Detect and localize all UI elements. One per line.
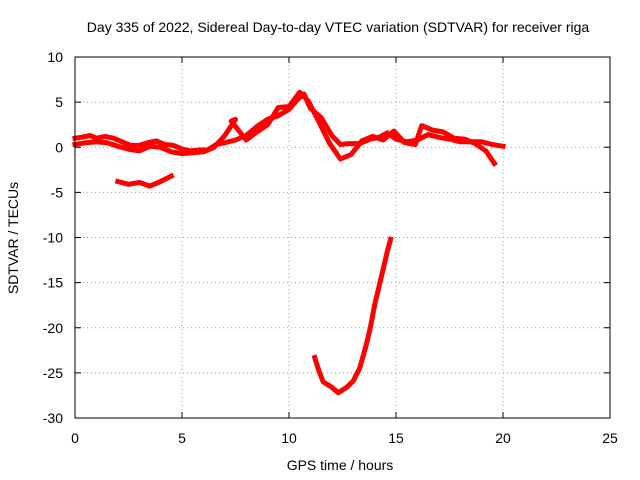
y-tick-label: -15: [43, 275, 63, 291]
x-tick-label: 0: [71, 430, 79, 446]
y-tick-label: 5: [55, 94, 63, 110]
y-tick-label: 0: [55, 139, 63, 155]
x-tick-label: 25: [602, 430, 618, 446]
y-tick-label: -25: [43, 365, 63, 381]
x-tick-label: 5: [178, 430, 186, 446]
series-3: [311, 236, 394, 396]
x-tick-label: 10: [281, 430, 297, 446]
y-tick-label: -5: [51, 184, 64, 200]
plot-frame: [74, 56, 611, 419]
x-tick-label: 20: [495, 430, 511, 446]
y-tick-label: -20: [43, 320, 63, 336]
x-axis-label: GPS time / hours: [287, 457, 394, 473]
y-tick-label: -30: [43, 410, 63, 426]
chart-title: Day 335 of 2022, Sidereal Day-to-day VTE…: [87, 19, 590, 35]
x-tick-label: 15: [388, 430, 404, 446]
y-tick-label: 10: [47, 49, 63, 65]
tick-labels: 0 5 10 15 20 25 10 5 0 -5 -10 -15 -20 -25 -30: [43, 49, 618, 446]
y-tick-label: -10: [43, 230, 63, 246]
grid-lines: [75, 57, 610, 418]
data-series: [72, 89, 506, 396]
series-0: [72, 91, 506, 154]
series-1: [72, 89, 498, 167]
y-axis-label: SDTVAR / TECUs: [5, 182, 21, 294]
series-2: [114, 172, 175, 189]
